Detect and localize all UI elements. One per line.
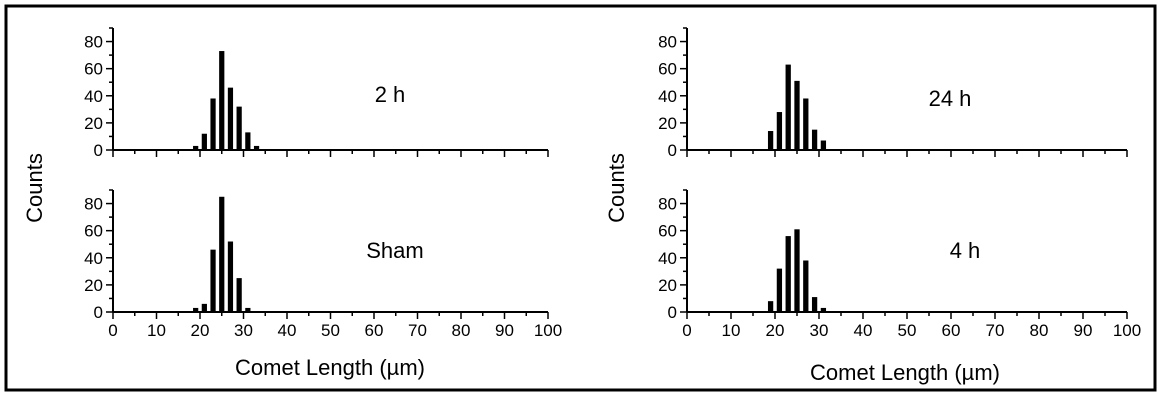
histogram-bar bbox=[785, 236, 791, 312]
histogram-bar bbox=[767, 131, 774, 150]
x-tick-label: 100 bbox=[534, 321, 562, 340]
histogram-bar bbox=[803, 260, 809, 312]
histogram-bar bbox=[811, 297, 818, 312]
y-tick-label: 0 bbox=[668, 141, 677, 160]
right-ylabel: Counts bbox=[604, 153, 629, 223]
y-tick-label: 40 bbox=[84, 249, 103, 268]
histogram-bar bbox=[210, 249, 216, 312]
histogram-bar bbox=[253, 145, 260, 150]
histogram-bar bbox=[776, 268, 783, 312]
panel-label: 4 h bbox=[950, 238, 981, 263]
histogram-bar bbox=[193, 145, 199, 150]
histogram-bar bbox=[776, 112, 783, 150]
panel-sham: 0 20 40 60 80 0 10 20 30 40 50 60 70 80 90 100 Sham bbox=[84, 189, 562, 340]
y-tick-label: 80 bbox=[658, 195, 677, 214]
y-tick-label: 40 bbox=[658, 249, 677, 268]
histogram-bar bbox=[193, 307, 199, 312]
x-tick-label: 90 bbox=[1074, 321, 1093, 340]
figure-border bbox=[4, 4, 1157, 392]
left-ylabel: Counts bbox=[22, 153, 47, 223]
x-tick-label: 0 bbox=[682, 321, 691, 340]
panel-4h: 0 20 40 60 80 0 10 20 30 40 50 60 70 80 90 100 4 h bbox=[658, 189, 1141, 340]
histogram-bar bbox=[236, 106, 242, 150]
y-tick-label: 60 bbox=[84, 60, 103, 79]
x-tick-label: 0 bbox=[108, 321, 117, 340]
x-tick-label: 40 bbox=[854, 321, 873, 340]
y-tick-label: 80 bbox=[84, 195, 103, 214]
histogram-bar bbox=[227, 241, 234, 312]
right-column: Counts Comet Length (µm) bbox=[604, 153, 1000, 385]
histogram-bar bbox=[794, 229, 800, 312]
histogram-bar bbox=[201, 133, 207, 150]
x-tick-label: 80 bbox=[1030, 321, 1049, 340]
histogram-bar bbox=[803, 98, 809, 150]
y-tick-label: 20 bbox=[84, 276, 103, 295]
panel-label: 24 h bbox=[929, 86, 972, 111]
panel-label: Sham bbox=[366, 238, 423, 263]
panel-24h: 0 20 40 60 80 24 h bbox=[658, 27, 1128, 160]
x-tick-label: 50 bbox=[321, 321, 340, 340]
y-tick-label: 80 bbox=[84, 33, 103, 52]
y-tick-label: 0 bbox=[94, 303, 103, 322]
histogram-bar bbox=[227, 87, 234, 150]
x-tick-label: 60 bbox=[365, 321, 384, 340]
y-tick-label: 40 bbox=[658, 87, 677, 106]
histogram-bar bbox=[767, 301, 774, 312]
y-tick-label: 20 bbox=[658, 114, 677, 133]
histogram-bar bbox=[811, 129, 818, 150]
x-tick-label: 80 bbox=[452, 321, 471, 340]
histogram-bar bbox=[210, 98, 216, 150]
x-tick-label: 40 bbox=[278, 321, 297, 340]
y-tick-label: 60 bbox=[84, 222, 103, 241]
histogram-bar bbox=[245, 132, 251, 150]
histogram-bar bbox=[219, 51, 225, 150]
y-tick-label: 0 bbox=[668, 303, 677, 322]
y-tick-label: 60 bbox=[658, 60, 677, 79]
y-tick-label: 40 bbox=[84, 87, 103, 106]
left-column: Counts Comet Length (µm) bbox=[22, 153, 425, 380]
x-tick-label: 20 bbox=[766, 321, 785, 340]
x-tick-label: 10 bbox=[722, 321, 741, 340]
y-tick-label: 20 bbox=[658, 276, 677, 295]
panel-2h: 0 20 40 60 80 2 h bbox=[84, 27, 549, 160]
histogram-bar bbox=[201, 303, 207, 312]
panel-label: 2 h bbox=[375, 82, 406, 107]
x-tick-label: 70 bbox=[408, 321, 427, 340]
histogram-bar bbox=[219, 196, 225, 312]
x-tick-label: 60 bbox=[942, 321, 961, 340]
x-tick-label: 20 bbox=[191, 321, 210, 340]
y-tick-label: 60 bbox=[658, 222, 677, 241]
histogram-bar bbox=[785, 64, 791, 150]
y-tick-label: 80 bbox=[658, 33, 677, 52]
histogram-bar bbox=[236, 278, 242, 312]
x-tick-label: 30 bbox=[810, 321, 829, 340]
histogram-bar bbox=[820, 140, 827, 150]
x-tick-label: 100 bbox=[1113, 321, 1141, 340]
histogram-bar bbox=[820, 307, 827, 312]
x-tick-label: 70 bbox=[986, 321, 1005, 340]
histogram-bar bbox=[794, 80, 800, 150]
y-tick-label: 0 bbox=[94, 141, 103, 160]
x-tick-label: 50 bbox=[898, 321, 917, 340]
x-tick-label: 30 bbox=[234, 321, 253, 340]
right-xlabel: Comet Length (µm) bbox=[810, 360, 1000, 385]
histogram-bar bbox=[245, 307, 251, 312]
x-tick-label: 10 bbox=[147, 321, 166, 340]
x-tick-label: 90 bbox=[495, 321, 514, 340]
left-xlabel: Comet Length (µm) bbox=[235, 355, 425, 380]
y-tick-label: 20 bbox=[84, 114, 103, 133]
